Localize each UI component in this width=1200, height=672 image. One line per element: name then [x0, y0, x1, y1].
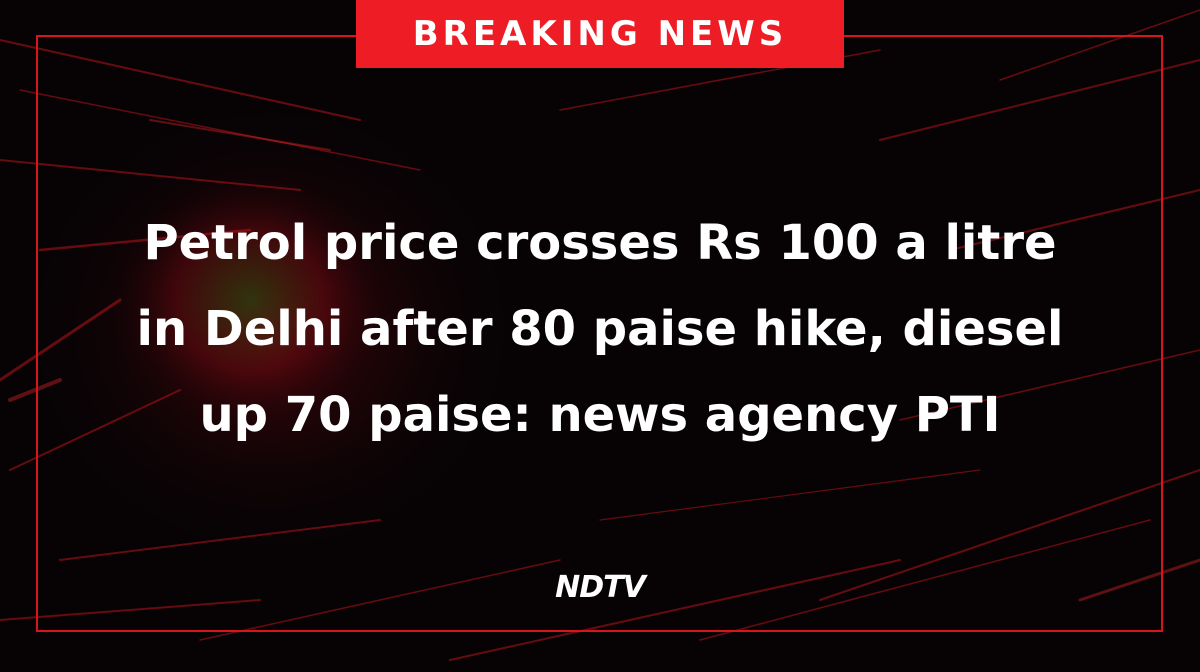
headline-line: up 70 paise: news agency PTI: [199, 387, 1001, 443]
headline-line: Petrol price crosses Rs 100 a litre: [143, 215, 1057, 271]
headline: Petrol price crosses Rs 100 a litre in D…: [60, 200, 1140, 458]
breaking-banner: BREAKING NEWS: [356, 0, 844, 68]
headline-line: in Delhi after 80 paise hike, diesel: [136, 301, 1064, 357]
logo: NDTV: [555, 570, 646, 605]
